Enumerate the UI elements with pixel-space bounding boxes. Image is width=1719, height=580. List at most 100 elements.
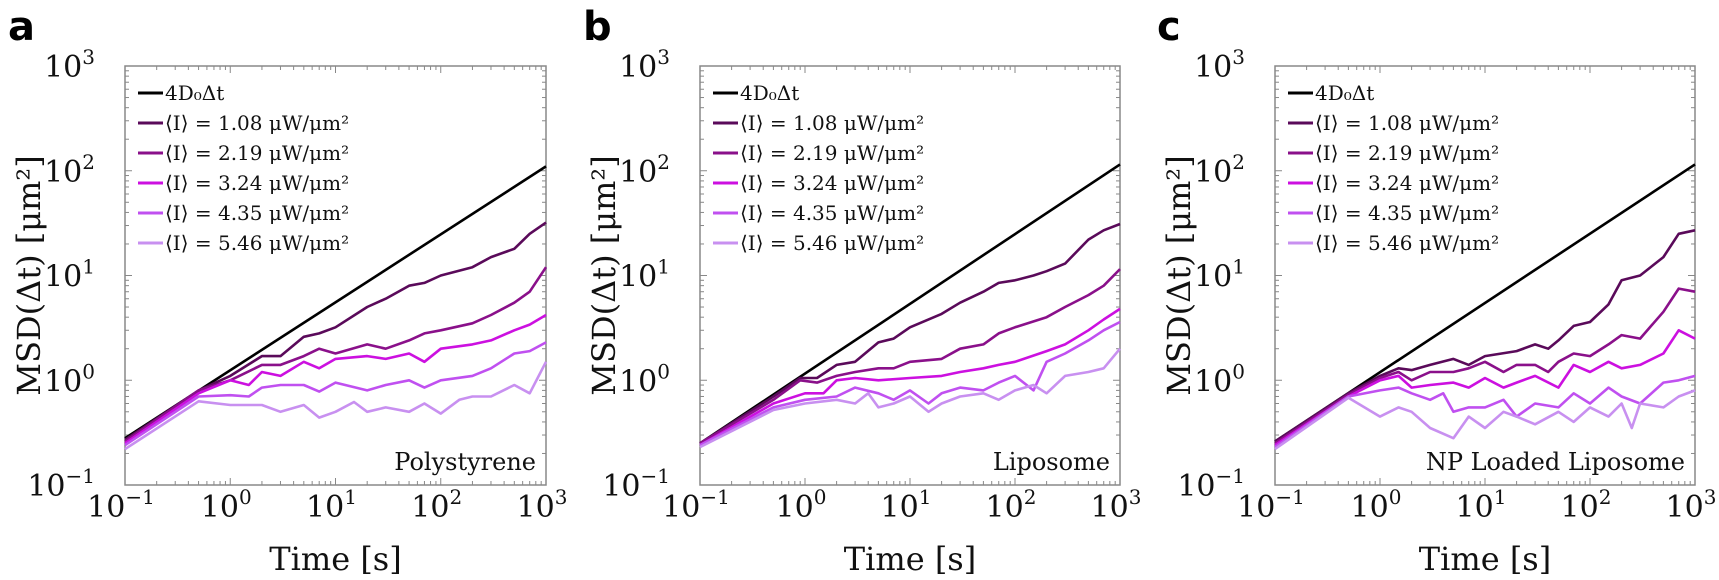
tick-base: 10	[44, 50, 82, 85]
tick-base: 10	[602, 469, 640, 504]
series-line-3	[699, 307, 1121, 447]
legend-label: ⟨I⟩ = 1.08 μW/μm²	[165, 111, 349, 135]
tick-base: 10	[1351, 490, 1389, 525]
tick-exponent: 1	[919, 485, 932, 509]
y-tick-label: 100	[44, 359, 95, 399]
tick-base: 10	[306, 490, 344, 525]
legend-label: ⟨I⟩ = 1.08 μW/μm²	[740, 111, 924, 135]
series-line-2	[699, 268, 1121, 445]
legend: 4D₀Δt ⟨I⟩ = 1.08 μW/μm² ⟨I⟩ = 2.19 μW/μm² ⟨…	[1288, 81, 1499, 255]
tick-base: 10	[1194, 364, 1232, 399]
series-line-3	[124, 313, 547, 445]
x-tick-label: 100	[776, 485, 827, 525]
tick-exponent: 0	[239, 485, 252, 509]
tick-exponent: 3	[1129, 485, 1142, 509]
y-tick-label: 100	[1194, 359, 1245, 399]
tick-exponent: 0	[657, 359, 670, 383]
plot-area	[699, 65, 1121, 486]
series-line-5	[699, 347, 1121, 449]
legend: 4D₀Δt ⟨I⟩ = 1.08 μW/μm² ⟨I⟩ = 2.19 μW/μm² ⟨…	[138, 81, 349, 255]
series-line-4	[124, 341, 547, 447]
x-tick-label: 102	[411, 485, 462, 525]
legend-label: ⟨I⟩ = 4.35 μW/μm²	[165, 201, 349, 225]
tick-base: 10	[44, 155, 82, 190]
y-tick-label: 101	[619, 255, 670, 295]
tick-exponent: 3	[82, 45, 95, 69]
y-tick-label: 10−1	[602, 464, 670, 504]
legend-label: ⟨I⟩ = 3.24 μW/μm²	[740, 171, 924, 195]
tick-base: 10	[619, 364, 657, 399]
series-line-1	[699, 222, 1121, 445]
legend-label: ⟨I⟩ = 2.19 μW/μm²	[740, 141, 924, 165]
series-line-2	[124, 266, 548, 443]
tick-base: 10	[1456, 490, 1494, 525]
series-line-5	[124, 361, 548, 451]
ticks	[699, 66, 1120, 486]
series-line-4	[1274, 374, 1696, 449]
legend-label: ⟨I⟩ = 2.19 μW/μm²	[1315, 141, 1499, 165]
tick-base: 10	[44, 260, 82, 295]
tick-base: 10	[1666, 490, 1704, 525]
series-line-3	[1274, 329, 1696, 447]
legend-label: ⟨I⟩ = 1.08 μW/μm²	[1315, 111, 1499, 135]
x-tick-label: 102	[1561, 485, 1612, 525]
x-axis-title: Time [s]	[844, 540, 976, 578]
y-axis-title: MSD(Δt) [μm²]	[10, 155, 48, 395]
tick-exponent: 0	[1232, 359, 1245, 383]
y-tick-label: 103	[619, 45, 670, 85]
y-tick-label: 100	[619, 359, 670, 399]
tick-exponent: 1	[1232, 255, 1245, 279]
tick-base: 10	[87, 490, 125, 525]
panel-label: c	[1157, 4, 1181, 50]
x-tick-label: 10−1	[87, 485, 155, 525]
legend-label: 4D₀Δt	[740, 81, 799, 105]
tick-base: 10	[986, 490, 1024, 525]
tick-exponent: −1	[700, 485, 729, 509]
y-tick-label: 102	[44, 150, 95, 190]
tick-exponent: 0	[814, 485, 827, 509]
y-axis-title: MSD(Δt) [μm²]	[585, 155, 623, 395]
y-axis-title: MSD(Δt) [μm²]	[1160, 155, 1198, 395]
x-axis-title: Time [s]	[269, 540, 401, 578]
tick-exponent: 3	[555, 485, 568, 509]
tick-exponent: 2	[657, 150, 670, 174]
y-tick-label: 102	[1194, 150, 1245, 190]
legend-label: ⟨I⟩ = 4.35 μW/μm²	[740, 201, 924, 225]
x-axis-title: Time [s]	[1419, 540, 1551, 578]
legend-label: ⟨I⟩ = 4.35 μW/μm²	[1315, 201, 1499, 225]
series-line-2	[1274, 287, 1696, 445]
legend: 4D₀Δt ⟨I⟩ = 1.08 μW/μm² ⟨I⟩ = 2.19 μW/μm² ⟨…	[713, 81, 924, 255]
tick-exponent: 1	[344, 485, 357, 509]
sample-annotation: NP Loaded Liposome	[1426, 448, 1685, 476]
tick-exponent: 0	[1389, 485, 1402, 509]
x-tick-label: 100	[201, 485, 252, 525]
legend-label: ⟨I⟩ = 5.46 μW/μm²	[165, 231, 349, 255]
x-tick-label: 102	[986, 485, 1037, 525]
plot-area	[1274, 65, 1696, 486]
tick-base: 10	[776, 490, 814, 525]
legend-label: 4D₀Δt	[165, 81, 224, 105]
tick-base: 10	[1177, 469, 1215, 504]
legend-label: ⟨I⟩ = 5.46 μW/μm²	[1315, 231, 1499, 255]
tick-exponent: −1	[641, 464, 670, 488]
tick-exponent: 1	[82, 255, 95, 279]
x-tick-label: 103	[1666, 485, 1717, 525]
x-tick-label: 101	[1456, 485, 1507, 525]
tick-base: 10	[44, 364, 82, 399]
series-line-0	[699, 163, 1121, 445]
tick-base: 10	[1194, 260, 1232, 295]
panel-label: b	[583, 4, 612, 50]
x-tick-label: 10−1	[1237, 485, 1305, 525]
tick-base: 10	[1237, 490, 1275, 525]
tick-base: 10	[619, 155, 657, 190]
tick-base: 10	[662, 490, 700, 525]
y-tick-label: 101	[44, 255, 95, 295]
tick-exponent: 2	[1599, 485, 1612, 509]
tick-exponent: 2	[1232, 150, 1245, 174]
y-tick-label: 102	[619, 150, 670, 190]
tick-exponent: 3	[657, 45, 670, 69]
tick-exponent: 3	[1704, 485, 1717, 509]
legend-label: ⟨I⟩ = 3.24 μW/μm²	[1315, 171, 1499, 195]
